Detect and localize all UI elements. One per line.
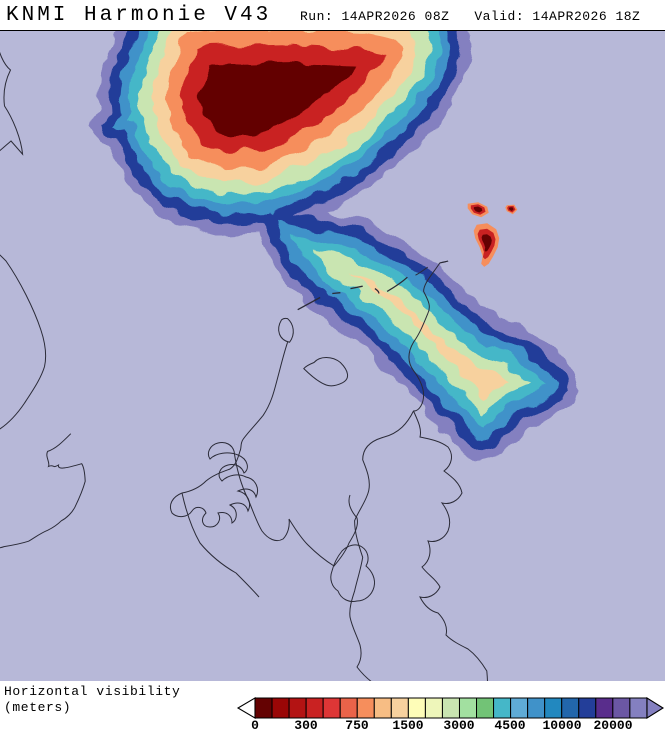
svg-text:750: 750: [345, 718, 369, 730]
svg-text:10000: 10000: [542, 718, 581, 730]
svg-text:4500: 4500: [494, 718, 525, 730]
svg-text:1500: 1500: [392, 718, 423, 730]
svg-text:0: 0: [251, 718, 259, 730]
svg-text:3000: 3000: [443, 718, 474, 730]
svg-text:300: 300: [294, 718, 318, 730]
svg-text:20000: 20000: [593, 718, 632, 730]
